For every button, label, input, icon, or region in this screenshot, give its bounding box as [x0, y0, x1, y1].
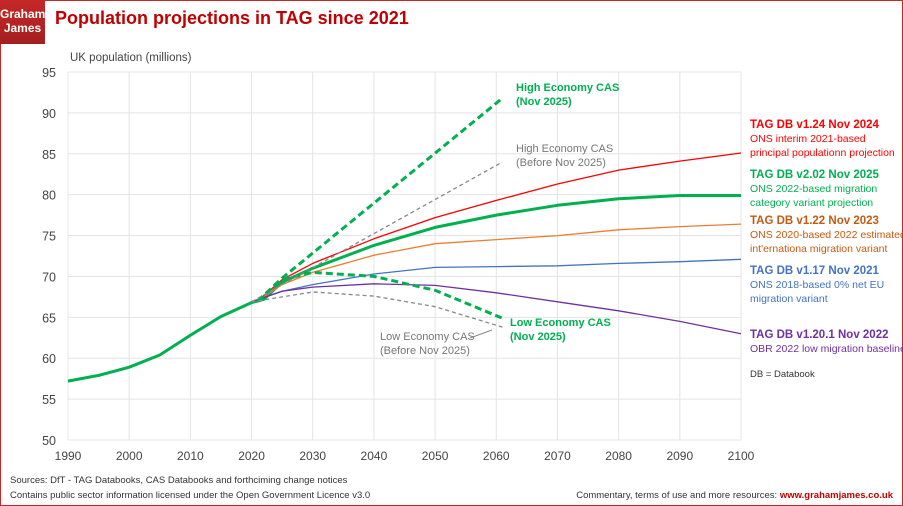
y-tick-label: 55: [42, 393, 56, 407]
legend-title: TAG DB v1.17 Nov 2021: [750, 265, 879, 277]
legend-entry: TAG DB v1.22 Nov 2023 ONS 2020-based 2022…: [750, 214, 903, 256]
series-tag-db-v2-02-nov-2025: [257, 194, 741, 303]
legend-entry: TAG DB v1.20.1 Nov 2022 OBR 2022 low migr…: [750, 328, 903, 356]
x-tick-label: 2020: [238, 449, 265, 463]
y-tick-label: 85: [42, 148, 56, 162]
db-note: DB = Databook: [750, 369, 815, 380]
legend-entry: TAG DB v1.24 Nov 2024 ONS interim 2021-ba…: [750, 118, 895, 160]
x-tick-label: 2030: [299, 449, 326, 463]
legend-desc: ONS 2022-based migration: [750, 183, 878, 195]
series-high-economy-cas-nov-2025-: [256, 97, 504, 303]
y-tick-label: 90: [42, 107, 56, 121]
y-tick-label: 95: [42, 66, 56, 80]
legend-title: TAG DB v2.02 Nov 2025: [750, 169, 879, 181]
legend-title: TAG DB v1.20.1 Nov 2022: [750, 329, 889, 341]
legend-title: TAG DB v1.22 Nov 2023: [750, 215, 879, 227]
legend-desc: migration variant: [750, 293, 828, 305]
y-tick-label: 50: [42, 434, 56, 448]
series-low-economy-cas-before-nov-2025-: [251, 291, 503, 328]
legend-desc: ONS 2020-based 2022 estimated: [750, 229, 903, 241]
chart-title: Population projections in TAG since 2021: [55, 8, 409, 28]
series-tag-db-v1-20-1-nov-2022: [251, 283, 742, 335]
legend-desc: category variant projection: [750, 197, 874, 209]
x-tick-label: 2100: [728, 449, 755, 463]
sources-note: Sources: DfT - TAG Databooks, CAS Databo…: [10, 475, 348, 486]
x-tick-label: 2050: [422, 449, 449, 463]
x-tick-label: 2080: [605, 449, 632, 463]
x-tick-label: 2070: [544, 449, 571, 463]
x-tick-label: 2040: [361, 449, 388, 463]
y-tick-label: 65: [42, 311, 56, 325]
x-tick-label: 2000: [116, 449, 143, 463]
x-tick-label: 2090: [666, 449, 693, 463]
x-tick-label: 1990: [55, 449, 82, 463]
graham-james-logo: Graham James: [0, 0, 45, 44]
series-tag-db-v1-17-nov-2021: [251, 258, 742, 303]
legend-desc: OBR 2022 low migration baseline: [750, 343, 903, 355]
series-low-economy-cas-nov-2025-: [256, 270, 503, 320]
legend-entry: TAG DB v1.17 Nov 2021 ONS 2018-based 0% n…: [750, 264, 884, 306]
legend-desc: principal populationn projection: [750, 147, 895, 159]
y-axis-label: UK population (millions): [70, 52, 192, 64]
legend-title: TAG DB v1.24 Nov 2024: [750, 119, 879, 131]
annotation-high-new: High Economy CAS (Nov 2025): [516, 82, 620, 108]
x-tick-label: 2060: [483, 449, 510, 463]
series-tag-db-v1-22-nov-2023: [257, 223, 742, 302]
commentary-note: Commentary, terms of use and more resour…: [576, 490, 893, 501]
annotation-arrow: [469, 329, 493, 339]
series-tag-db-v1-24-nov-2024: [257, 152, 742, 302]
legend-entry: TAG DB v2.02 Nov 2025 ONS 2022-based migr…: [750, 168, 879, 210]
x-tick-label: 2010: [177, 449, 204, 463]
annotation-low-old: Low Economy CAS (Before Nov 2025): [380, 331, 475, 357]
series-high-economy-cas-before-nov-2025-: [251, 161, 503, 303]
legend-desc: int'ernationa migration variant: [750, 243, 888, 255]
y-tick-label: 75: [42, 230, 56, 244]
y-tick-label: 60: [42, 352, 56, 366]
y-tick-label: 70: [42, 270, 56, 284]
legend-desc: ONS interim 2021-based: [750, 133, 866, 145]
y-tick-label: 80: [42, 189, 56, 203]
annotation-low-new: Low Economy CAS (Nov 2025): [510, 317, 611, 343]
website-link[interactable]: www.grahamjames.co.uk: [779, 490, 893, 501]
legend-desc: ONS 2018-based 0% net EU: [750, 279, 885, 291]
annotation-high-old: High Economy CAS (Before Nov 2025): [516, 143, 614, 169]
licence-note: Contains public sector information licen…: [10, 490, 371, 501]
series-historical: [67, 299, 259, 383]
